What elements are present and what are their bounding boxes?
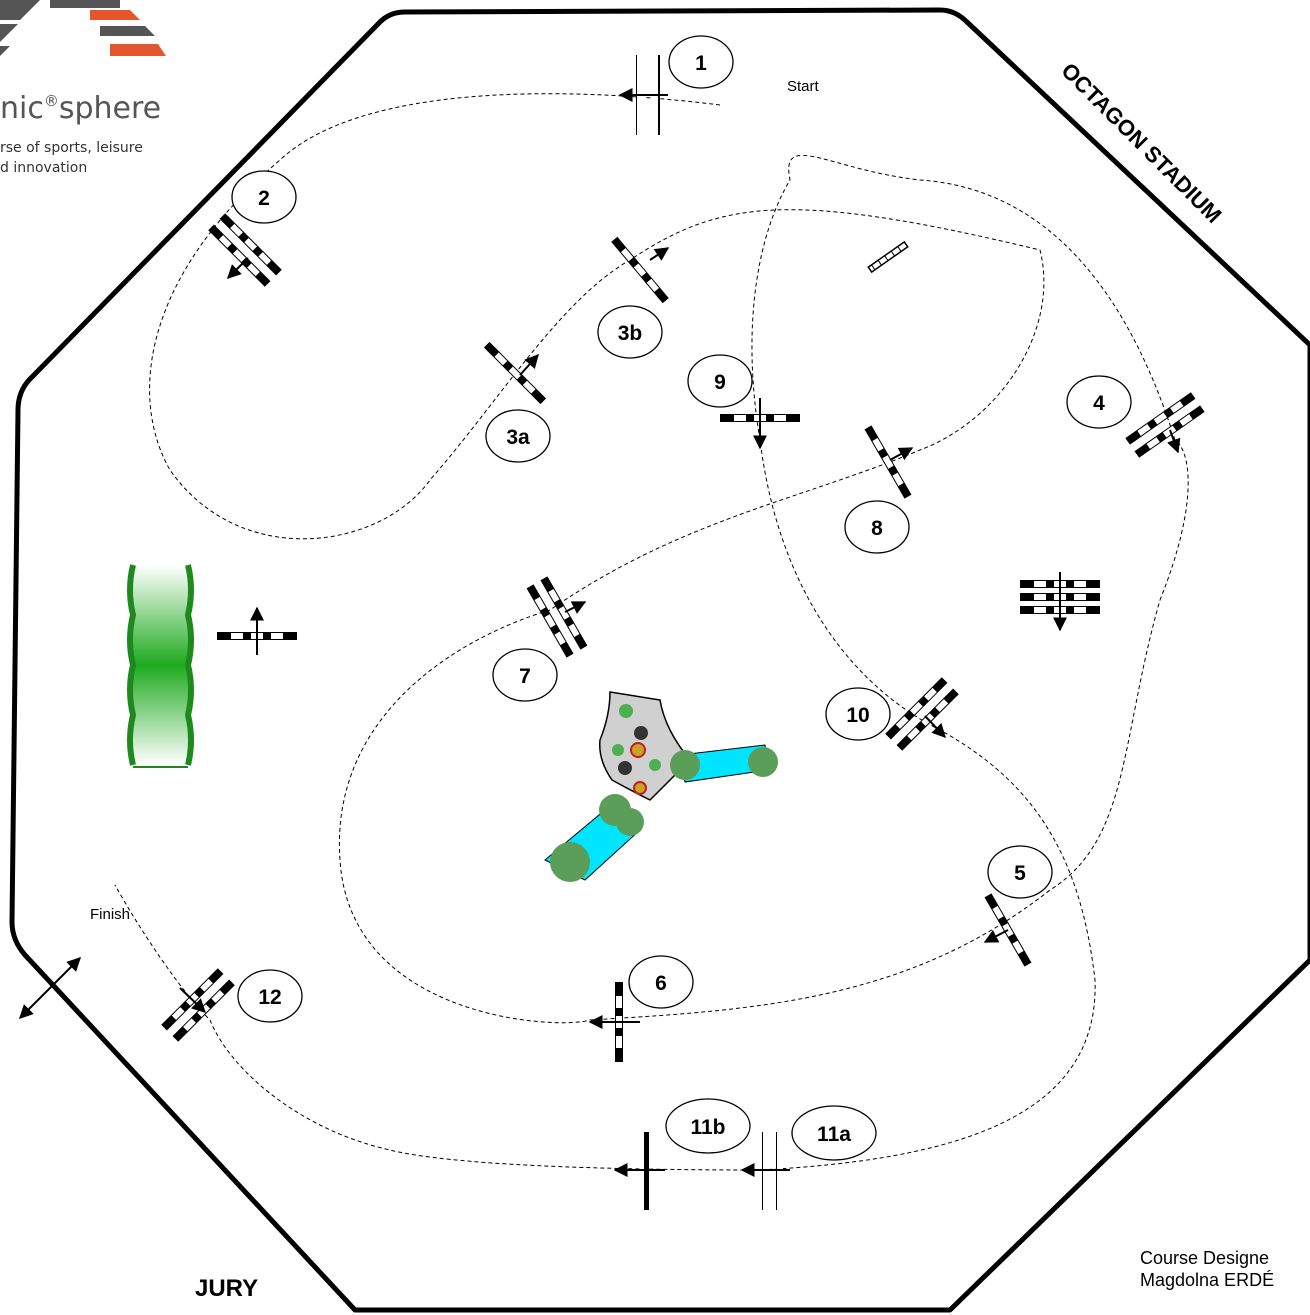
logo-tagline-2: d innovation	[0, 160, 87, 176]
start-label: Start	[787, 78, 820, 95]
label-12: 12	[258, 986, 281, 1009]
riding-route	[114, 93, 1189, 1171]
label-11a: 11a	[817, 1123, 851, 1146]
obstacle-1-fence	[618, 55, 668, 135]
label-3a: 3a	[506, 426, 530, 449]
svg-text:nic®sphere: nic®sphere	[0, 91, 161, 126]
spare-fence-left	[217, 606, 297, 655]
label-10: 10	[846, 704, 869, 727]
credit-line-2: Magdolna ERDÉ	[1140, 1270, 1275, 1290]
obstacle-3b-fence	[611, 236, 669, 304]
obstacle-4-fence	[1125, 392, 1205, 458]
label-1: 1	[695, 52, 707, 75]
logo-tagline-1: rse of sports, leisure	[0, 140, 143, 156]
obstacle-11b-fence	[613, 1132, 665, 1210]
obstacle-2-fence	[208, 213, 282, 287]
number-labels: 1 2 3a 3b 4 5 6 7 8 9 10 11a 11b 12	[231, 35, 1132, 1161]
organizer-logo: nic®sphere rse of sports, leisure d inno…	[0, 0, 166, 176]
label-3b: 3b	[618, 322, 643, 345]
center-island	[544, 691, 778, 882]
arena-name: OCTAGON STADIUM	[1056, 58, 1226, 228]
course-designer-credit: Course Designe Magdolna ERDÉ	[1140, 1247, 1310, 1291]
label-2: 2	[258, 187, 270, 210]
arena-fence	[9, 7, 1310, 1313]
spare-fence-triple	[1020, 572, 1100, 632]
credit-line-1: Course Designe	[1140, 1248, 1270, 1268]
obstacle-7-fence	[526, 576, 588, 658]
finish-label: Finish	[90, 906, 130, 923]
water-ditch	[127, 564, 194, 768]
jury-label: JURY	[195, 1275, 258, 1302]
entry-exit-arrow	[19, 957, 81, 1019]
obstacle-3a-fence	[483, 341, 547, 405]
label-9: 9	[714, 371, 726, 394]
label-7: 7	[519, 665, 531, 688]
obstacle-8-fence	[864, 425, 912, 499]
label-4: 4	[1093, 392, 1105, 415]
obstacle-11a-fence	[740, 1132, 790, 1210]
obstacle-10-fence	[885, 677, 959, 751]
label-8: 8	[871, 517, 883, 540]
label-11b: 11b	[690, 1116, 725, 1139]
label-5: 5	[1014, 862, 1026, 885]
label-6: 6	[655, 972, 667, 995]
spare-pole	[867, 240, 909, 274]
